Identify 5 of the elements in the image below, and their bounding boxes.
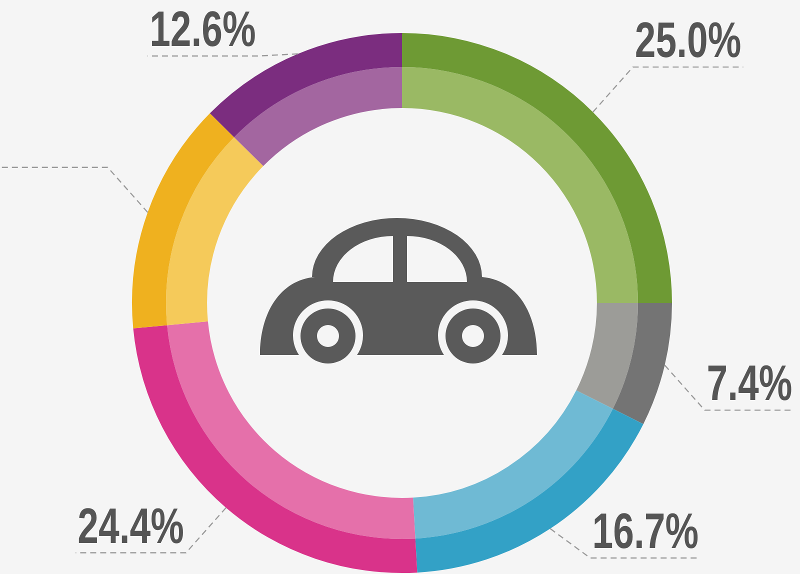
data-label: 25.0%: [634, 12, 742, 68]
data-label: 16.7%: [592, 504, 699, 560]
data-label: 7.4%: [706, 356, 792, 412]
data-label: 24.4%: [78, 498, 184, 554]
data-label: 12.6%: [150, 2, 256, 58]
